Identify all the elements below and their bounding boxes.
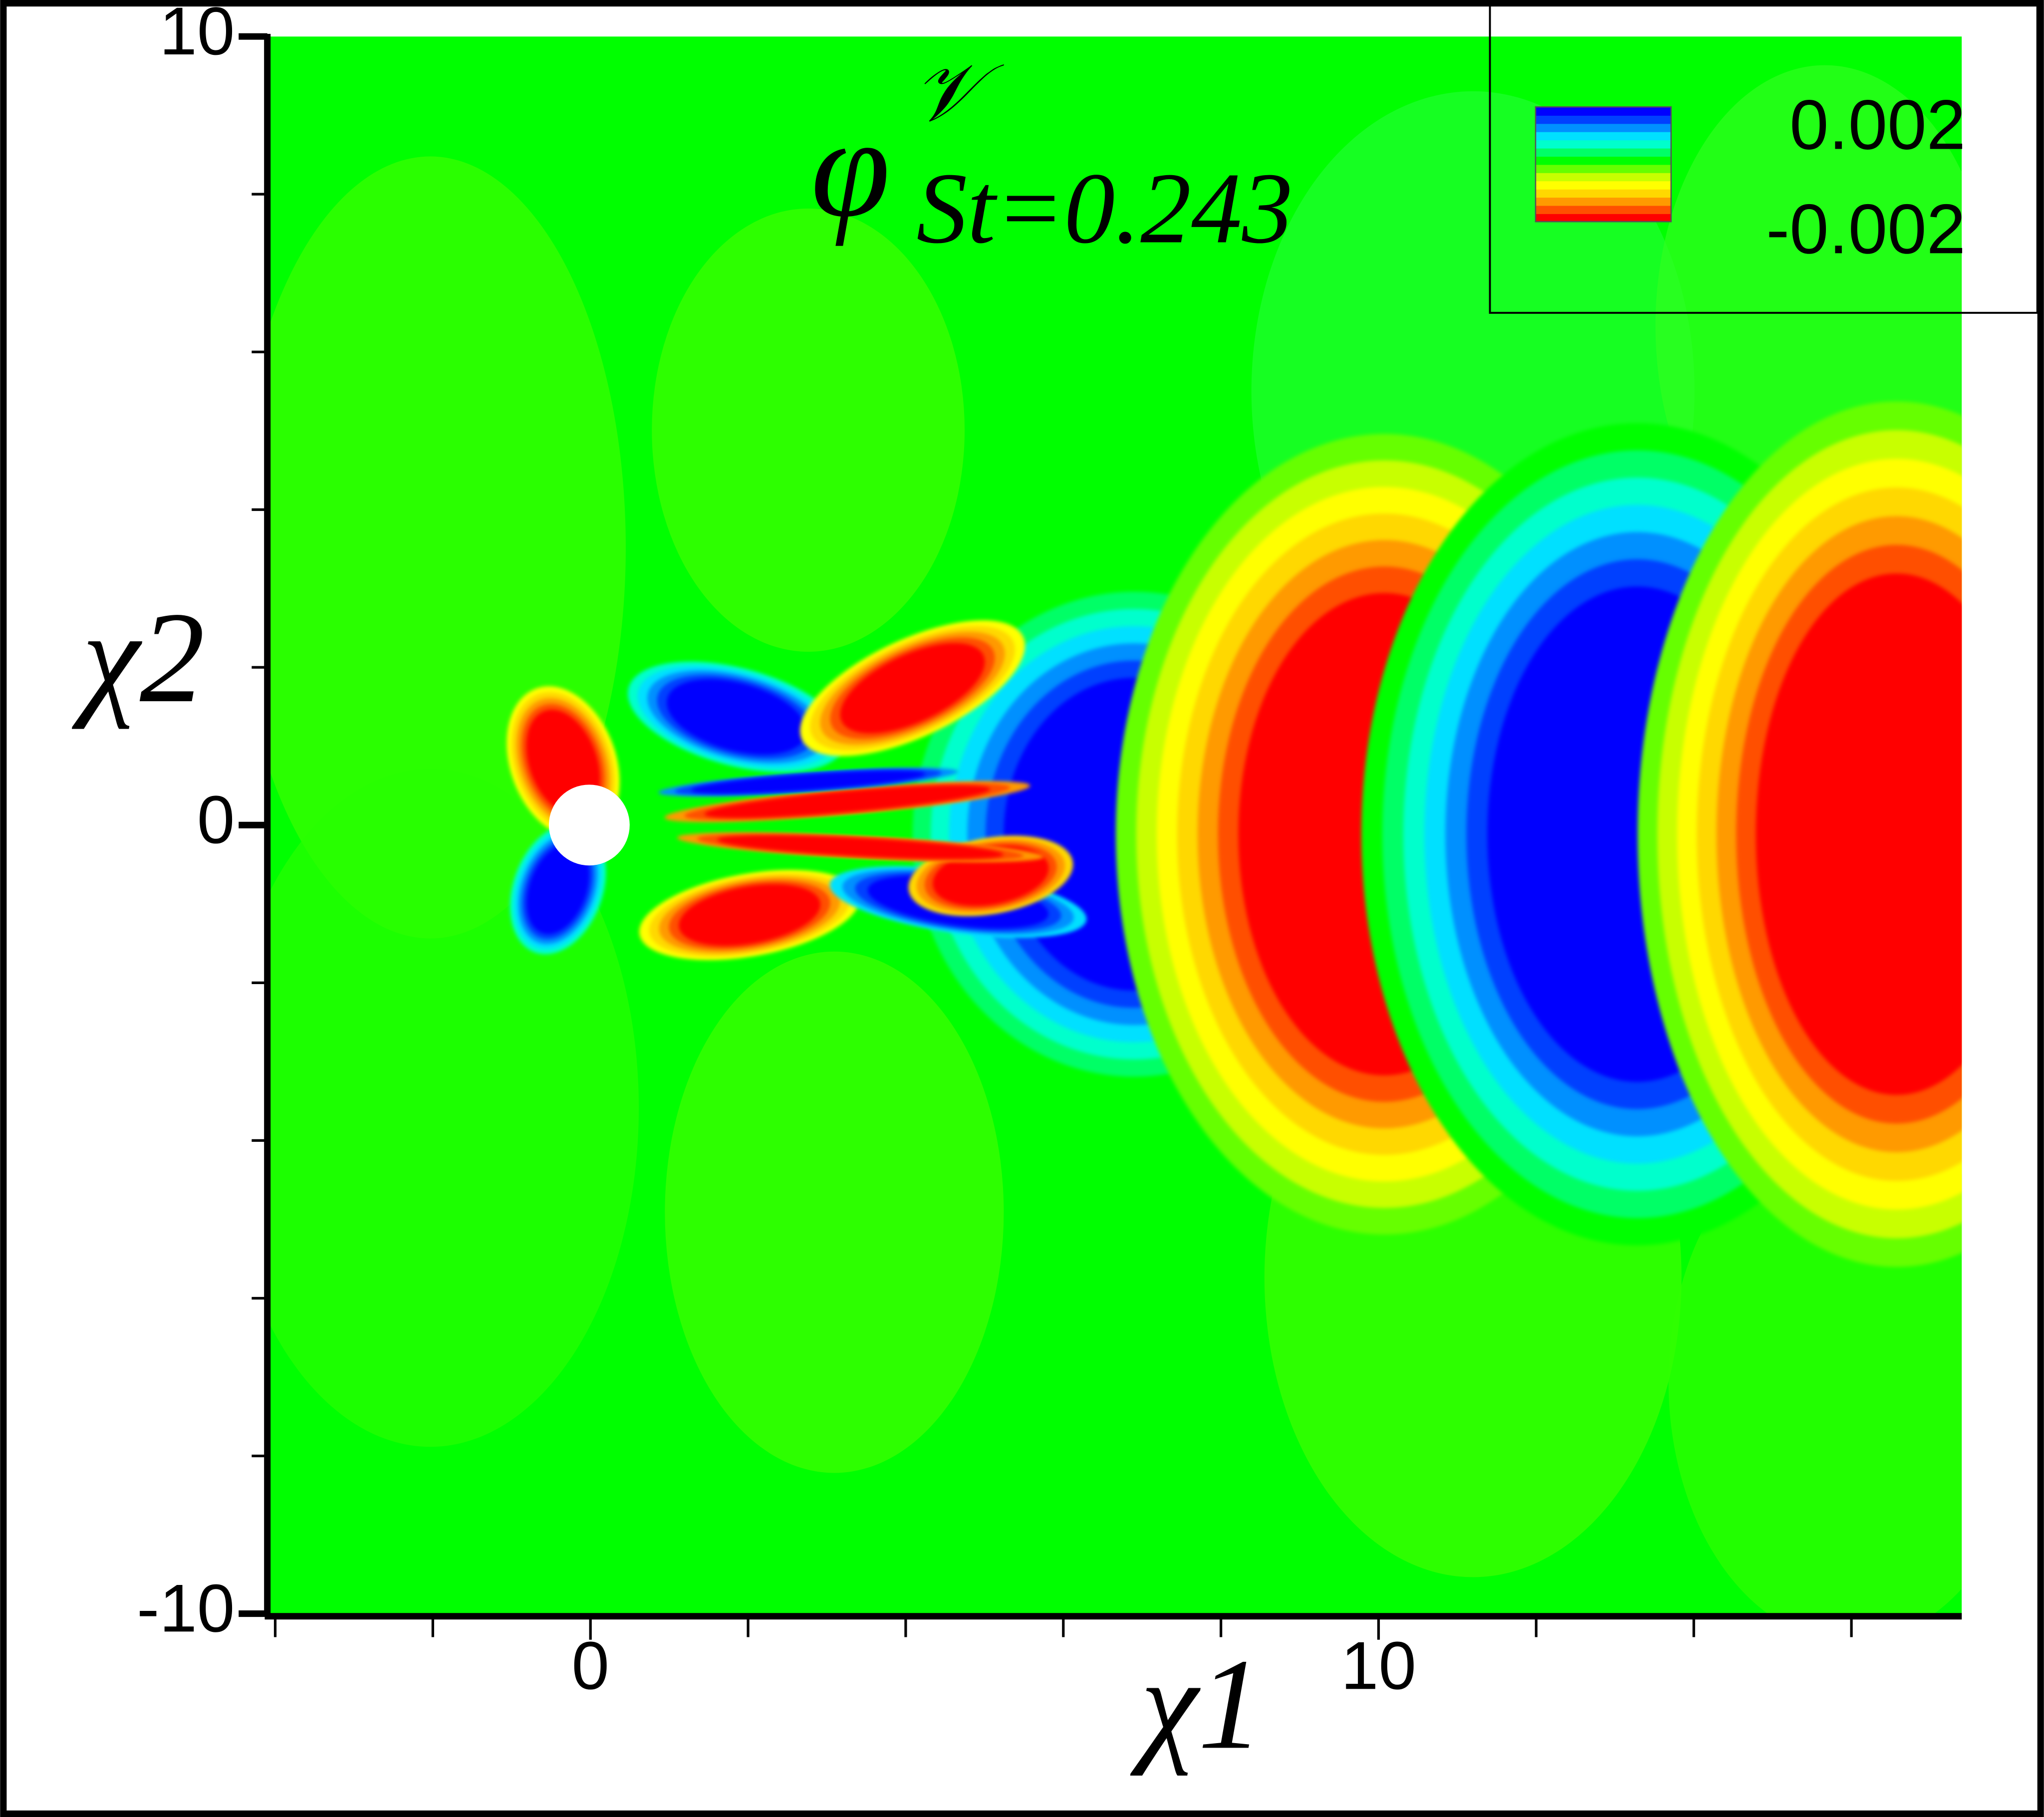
contour-level — [526, 843, 590, 934]
colorbar-label: -0.002 — [1766, 189, 1966, 268]
y-axis-label: χ2 — [70, 585, 205, 730]
y-tick-label: 0 — [197, 781, 235, 857]
colorbar-band — [1535, 180, 1671, 190]
field-band — [665, 951, 1004, 1473]
title-subscript: St=0.243 — [916, 152, 1292, 265]
x-tick-label: 0 — [571, 1627, 609, 1703]
contour-level — [691, 771, 926, 793]
colorbar-band — [1535, 123, 1671, 132]
colorbar: 0.002 -0.002 — [1534, 85, 1966, 268]
y-tick-label: -10 — [137, 1570, 235, 1646]
colorbar-band — [1535, 164, 1671, 173]
x-tick-label: 10 — [1341, 1627, 1416, 1703]
colorbar-band — [1535, 189, 1671, 198]
colorbar-band — [1535, 213, 1671, 223]
contour-level — [667, 679, 806, 755]
field-band — [652, 208, 965, 652]
contour-level — [1756, 573, 1962, 1095]
colorbar-band — [1535, 131, 1671, 141]
x-axis-label: χ1 — [1128, 1632, 1263, 1776]
colorbar-band — [1535, 107, 1671, 116]
contour-field — [267, 36, 1962, 1614]
contour-level — [679, 884, 820, 946]
contour-level — [840, 643, 985, 734]
colorbar-outline — [1534, 106, 1672, 223]
colorbar-band — [1535, 115, 1671, 124]
colorbar-band — [1535, 205, 1671, 214]
contour-level — [704, 785, 991, 818]
title-symbol: φ — [811, 88, 890, 247]
colorbar-band — [1535, 197, 1671, 206]
colorbar-label: 0.002 — [1789, 85, 1966, 164]
contour-level — [717, 835, 1004, 859]
colorbar-band — [1535, 156, 1671, 165]
legend-box — [1489, 0, 2039, 314]
colorbar-band — [1535, 172, 1671, 182]
colorbar-band — [1535, 139, 1671, 149]
cylinder — [548, 784, 630, 866]
y-tick-label: 10 — [159, 0, 235, 69]
colorbar-band — [1535, 148, 1671, 157]
